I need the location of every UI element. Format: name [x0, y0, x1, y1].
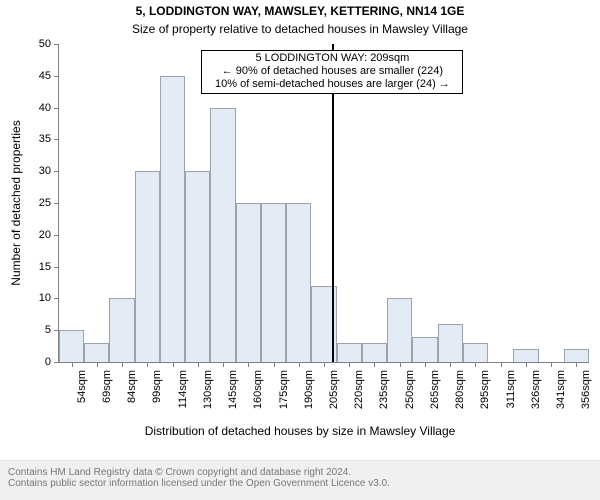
- x-tick: [425, 362, 426, 367]
- histogram-bar: [261, 203, 286, 362]
- attribution-footer: Contains HM Land Registry data © Crown c…: [0, 460, 600, 500]
- x-tick-label: 341sqm: [555, 370, 567, 409]
- x-tick-label: 356sqm: [580, 370, 592, 409]
- histogram-bar: [135, 171, 160, 362]
- plot-area: 0510152025303540455054sqm69sqm84sqm99sqm…: [58, 44, 589, 363]
- x-tick: [223, 362, 224, 367]
- histogram-bar: [387, 298, 412, 362]
- y-tick-label: 15: [23, 261, 51, 273]
- x-tick-label: 295sqm: [479, 370, 491, 409]
- chart-title-line1: 5, LODDINGTON WAY, MAWSLEY, KETTERING, N…: [0, 4, 600, 18]
- y-tick: [54, 171, 59, 172]
- x-tick-label: 250sqm: [404, 370, 416, 409]
- y-tick-label: 35: [23, 133, 51, 145]
- y-tick-label: 25: [23, 197, 51, 209]
- x-tick: [122, 362, 123, 367]
- y-tick: [54, 203, 59, 204]
- chart-title-line2: Size of property relative to detached ho…: [0, 22, 600, 36]
- histogram-bar: [210, 108, 235, 362]
- x-tick-label: 311sqm: [505, 370, 517, 408]
- x-tick-label: 175sqm: [278, 370, 290, 409]
- histogram-bar: [362, 343, 387, 362]
- histogram-bar: [185, 171, 210, 362]
- footer-line1: Contains HM Land Registry data © Crown c…: [8, 467, 592, 478]
- x-tick: [324, 362, 325, 367]
- callout-line: 10% of semi-detached houses are larger (…: [204, 78, 460, 91]
- y-tick-label: 45: [23, 70, 51, 82]
- histogram-bar: [513, 349, 538, 362]
- histogram-bar: [59, 330, 84, 362]
- x-tick: [274, 362, 275, 367]
- footer-line2: Contains public sector information licen…: [8, 478, 592, 489]
- y-tick: [54, 108, 59, 109]
- x-tick-label: 69sqm: [101, 370, 113, 403]
- chart-root: 5, LODDINGTON WAY, MAWSLEY, KETTERING, N…: [0, 0, 600, 500]
- y-tick-label: 30: [23, 165, 51, 177]
- y-tick: [54, 235, 59, 236]
- x-tick: [349, 362, 350, 367]
- histogram-bar: [564, 349, 589, 362]
- x-tick: [475, 362, 476, 367]
- x-tick: [400, 362, 401, 367]
- x-tick-label: 190sqm: [303, 370, 315, 409]
- x-tick-label: 220sqm: [353, 370, 365, 409]
- y-tick: [54, 76, 59, 77]
- x-tick: [526, 362, 527, 367]
- histogram-bar: [160, 76, 185, 362]
- y-axis-label: Number of detached properties: [9, 120, 23, 285]
- x-tick-label: 326sqm: [530, 370, 542, 409]
- y-tick: [54, 267, 59, 268]
- histogram-bar: [412, 337, 437, 362]
- property-callout: 5 LODDINGTON WAY: 209sqm← 90% of detache…: [201, 50, 463, 94]
- x-tick: [551, 362, 552, 367]
- x-tick-label: 84sqm: [126, 370, 138, 403]
- x-tick: [198, 362, 199, 367]
- x-tick: [450, 362, 451, 367]
- callout-line: ← 90% of detached houses are smaller (22…: [204, 65, 460, 78]
- histogram-bar: [109, 298, 134, 362]
- histogram-bar: [438, 324, 463, 362]
- y-tick: [54, 139, 59, 140]
- x-tick-label: 280sqm: [454, 370, 466, 409]
- x-tick: [501, 362, 502, 367]
- x-tick-label: 54sqm: [76, 370, 88, 403]
- y-tick: [54, 44, 59, 45]
- x-tick: [97, 362, 98, 367]
- histogram-bar: [236, 203, 261, 362]
- x-tick-label: 114sqm: [177, 370, 189, 408]
- x-tick-label: 145sqm: [227, 370, 239, 409]
- x-axis-label: Distribution of detached houses by size …: [0, 424, 600, 438]
- x-tick-label: 160sqm: [252, 370, 264, 409]
- x-tick-label: 130sqm: [202, 370, 214, 409]
- callout-line: 5 LODDINGTON WAY: 209sqm: [204, 52, 460, 65]
- x-tick-label: 99sqm: [151, 370, 163, 403]
- x-tick: [147, 362, 148, 367]
- y-tick-label: 0: [23, 356, 51, 368]
- y-tick-label: 5: [23, 324, 51, 336]
- x-tick: [576, 362, 577, 367]
- histogram-bar: [463, 343, 488, 362]
- x-tick-label: 205sqm: [328, 370, 340, 409]
- x-tick-label: 265sqm: [429, 370, 441, 409]
- y-tick: [54, 362, 59, 363]
- x-tick-label: 235sqm: [378, 370, 390, 409]
- x-tick: [299, 362, 300, 367]
- x-tick: [72, 362, 73, 367]
- y-tick: [54, 298, 59, 299]
- x-tick: [248, 362, 249, 367]
- histogram-bar: [337, 343, 362, 362]
- x-tick: [173, 362, 174, 367]
- histogram-bar: [84, 343, 109, 362]
- x-tick: [374, 362, 375, 367]
- y-tick-label: 10: [23, 292, 51, 304]
- histogram-bar: [286, 203, 311, 362]
- y-tick-label: 20: [23, 229, 51, 241]
- y-tick-label: 50: [23, 38, 51, 50]
- y-tick-label: 40: [23, 102, 51, 114]
